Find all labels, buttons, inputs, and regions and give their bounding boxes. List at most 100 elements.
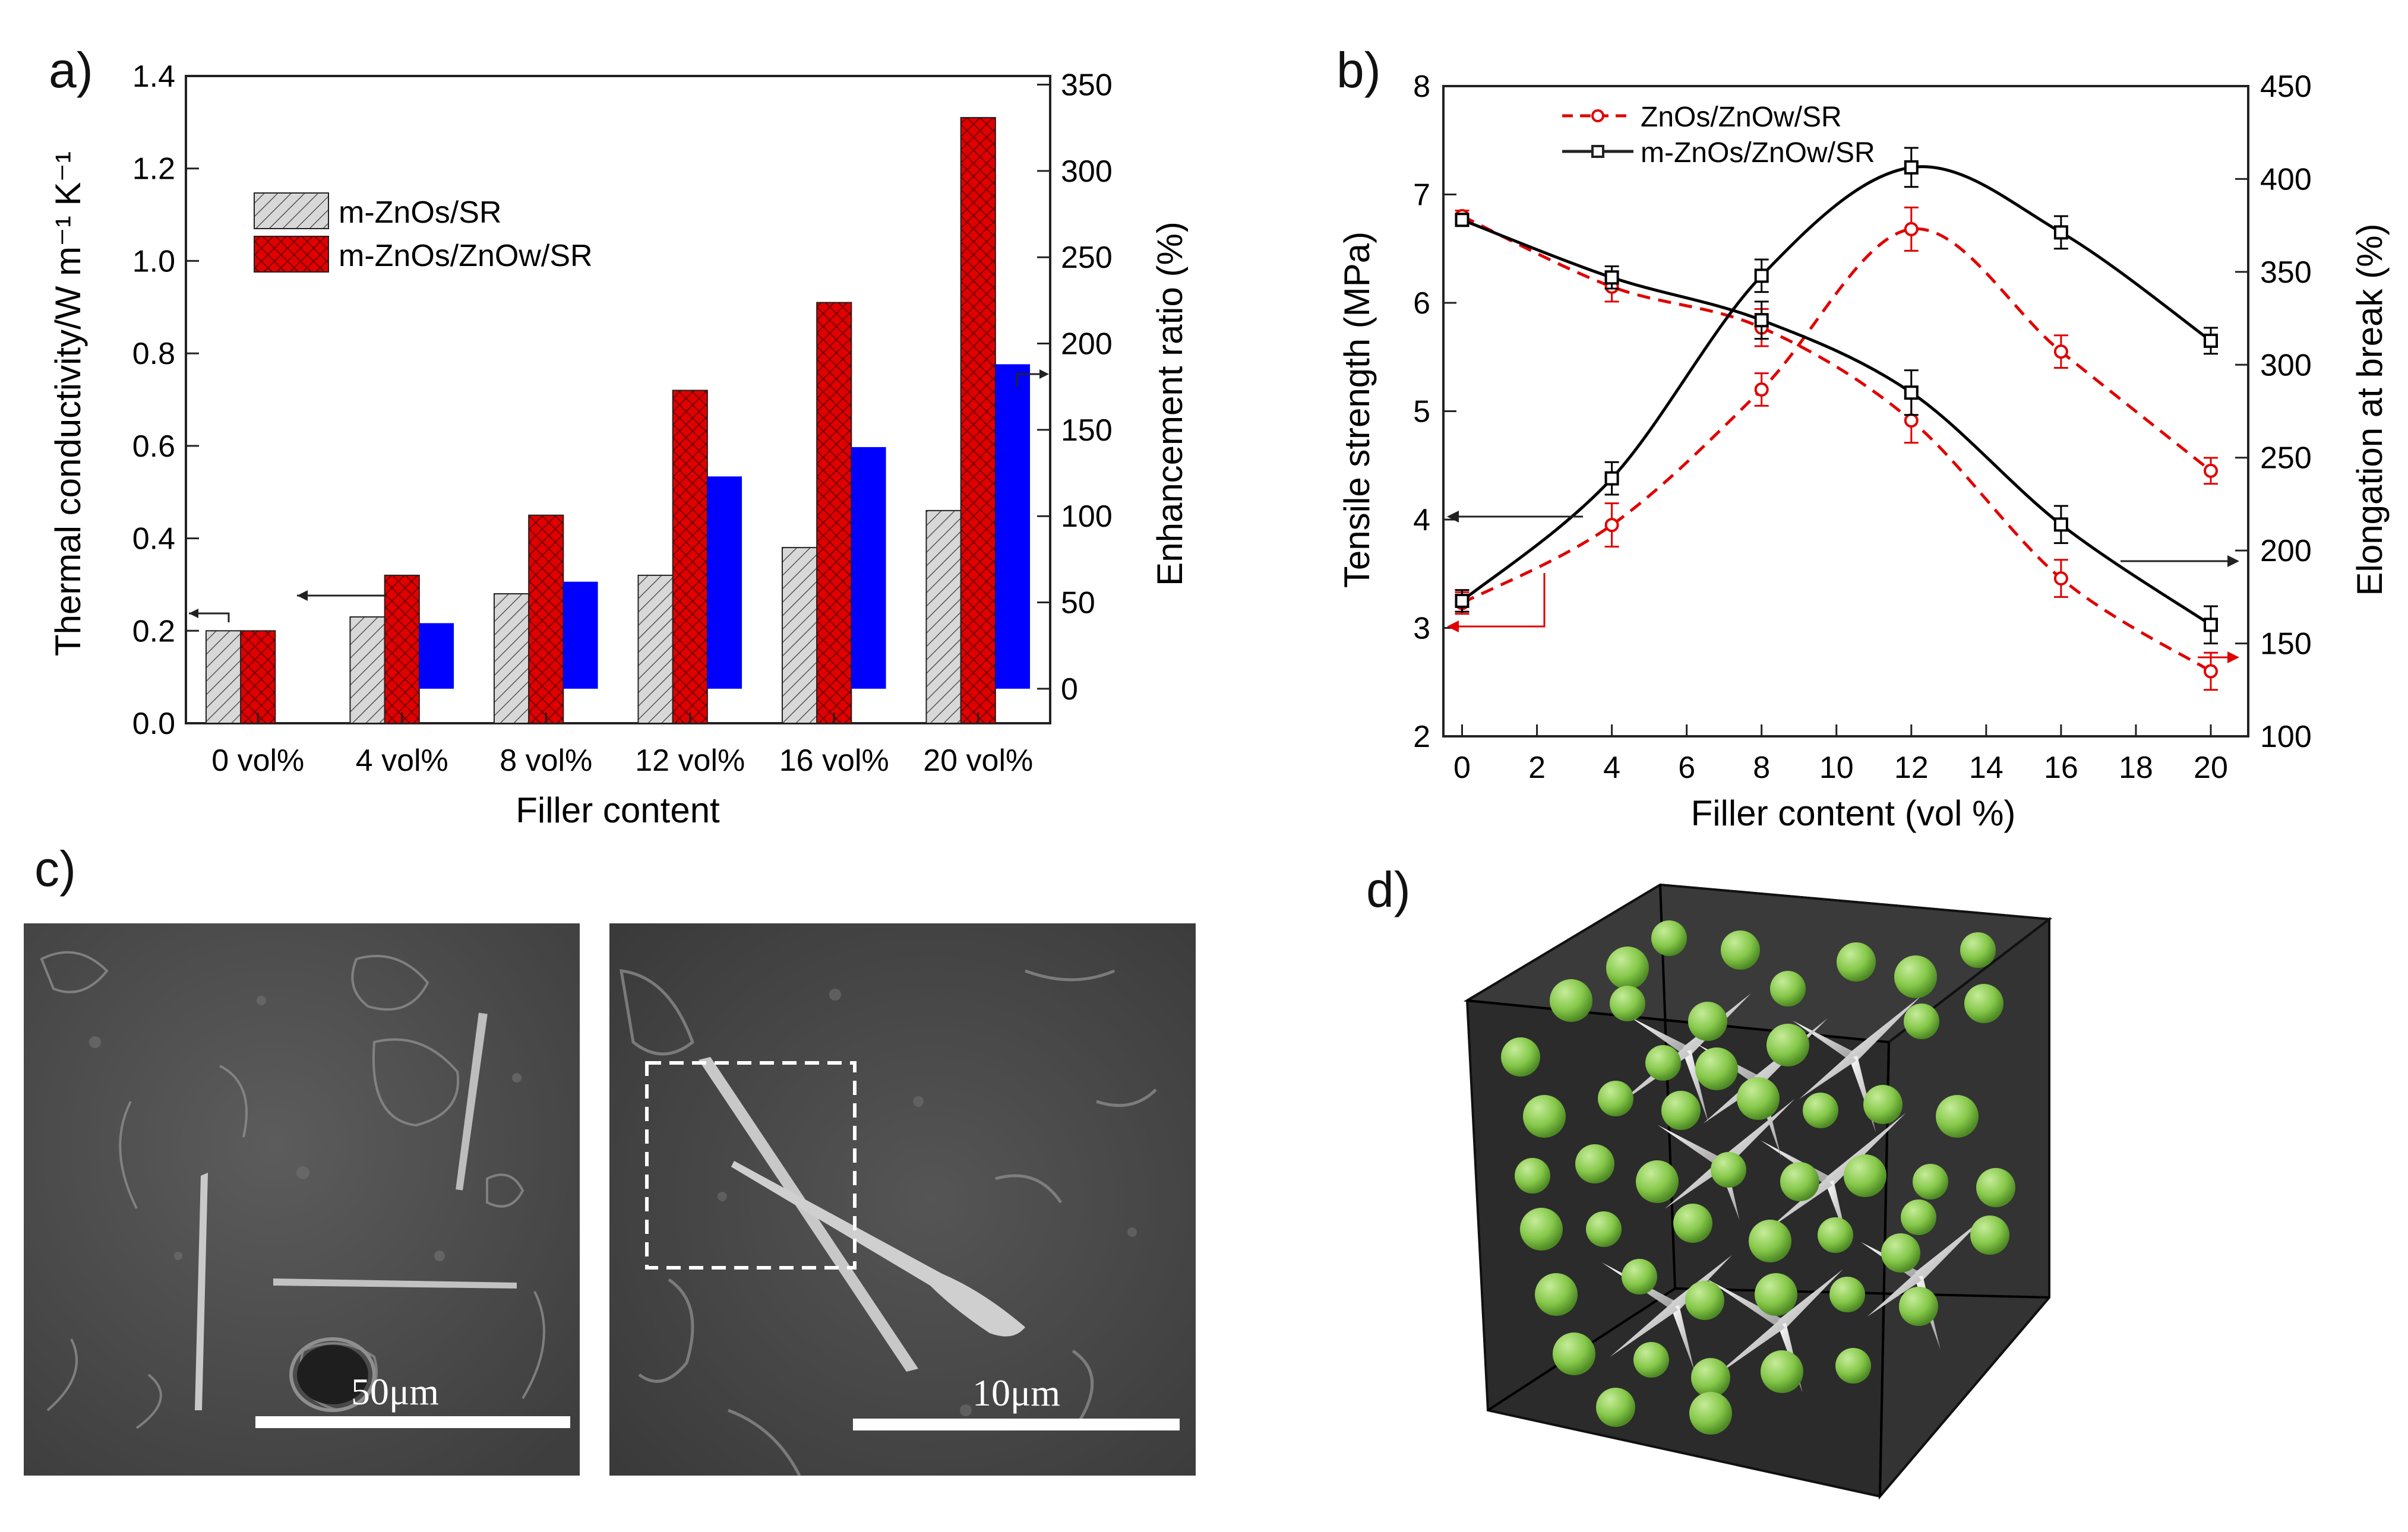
whisker-leg: [1705, 1278, 1785, 1328]
whisker-leg: [1712, 1320, 1785, 1378]
line-m-znos-znow-sr-tensile: [1461, 165, 2212, 602]
b-x-tick-label: 12: [1894, 751, 1929, 785]
legend-marker-m-znos-znow-sr: [1591, 145, 1604, 158]
b-y-tick-label: 6: [1413, 286, 1430, 321]
a-x-tick-label: 20 vol%: [923, 743, 1033, 778]
chart-a-thermal-conductivity: 0 vol% 4 vol% 8 vol% 12 vol% 16 vol% 20 vol% 0…: [48, 59, 1188, 830]
a-y2-tick-label: 350: [1061, 68, 1113, 103]
point-m-znos-znow-sr-elongation: [1604, 270, 1619, 285]
b-y-tick-label: 4: [1413, 503, 1430, 537]
bar-m-znos-znow-sr-5: [960, 117, 996, 724]
zno-sphere: [1964, 984, 2003, 1023]
whisker-leg: [1914, 1218, 1984, 1281]
arrow-right-axis: [1016, 373, 1045, 386]
zno-sphere: [1520, 1208, 1563, 1251]
chart-a-y2label: Enhancement ratio (%): [1150, 221, 1188, 586]
point-m-znos-znow-sr-tensile: [2203, 333, 2218, 348]
b-x-tick-label: 8: [1753, 751, 1770, 785]
b-x-tick-label: 4: [1603, 751, 1620, 785]
zno-sphere: [1818, 1217, 1853, 1253]
legend-label-znos-znow-sr: ZnOs/ZnOw/SR: [1641, 102, 1842, 133]
zno-sphere: [1803, 1093, 1838, 1128]
zno-sphere: [1661, 1091, 1701, 1130]
zno-sphere: [1761, 1350, 1803, 1393]
scale-bar-left: [255, 1416, 570, 1428]
point-m-znos-znow-sr-elongation: [1455, 213, 1470, 227]
b-y2-tick-label: 400: [2260, 162, 2312, 197]
zno-sphere: [1899, 1287, 1938, 1326]
zno-sphere: [1606, 947, 1649, 989]
chart-b-tensile-elongation: 0 2 4 6 8 10 12 14 16 18 2023456781001502002503003…: [1337, 69, 2390, 833]
legend-marker-znos-znow-sr: [1591, 109, 1604, 122]
whisker-leg: [1683, 1049, 1709, 1123]
a-x-tick-label: 16 vol%: [779, 743, 889, 778]
zno-sphere: [1770, 971, 1806, 1006]
b-y2-tick-label: 100: [2260, 720, 2312, 754]
a-y2-tick-label: 50: [1061, 586, 1095, 621]
zno-sphere: [1645, 1045, 1681, 1081]
zno-sphere: [1689, 1392, 1732, 1435]
zno-sphere: [1844, 1154, 1886, 1197]
zno-sphere: [1936, 1095, 1979, 1138]
whisker-leg: [1718, 1099, 1795, 1168]
zno-sphere: [1837, 942, 1876, 982]
a-x-tick-label: 4 vol%: [356, 743, 448, 778]
a-y-tick-label: 1.2: [132, 152, 175, 186]
zno-sphere: [1688, 1002, 1727, 1041]
zno-sphere: [1780, 1162, 1819, 1201]
zno-sphere: [1721, 930, 1760, 970]
zno-sphere: [1586, 1211, 1622, 1247]
zno-sphere: [1749, 1220, 1791, 1262]
bar-m-znos-sr-2: [493, 593, 530, 724]
a-y-tick-label: 0.2: [132, 614, 175, 648]
point-znos-znow-sr-tensile: [2053, 344, 2068, 359]
point-m-znos-znow-sr-elongation: [2203, 618, 2218, 632]
whisker-leg: [1867, 1273, 1922, 1317]
chart-b-xlabel: Filler content (vol %): [1691, 793, 2016, 833]
zno-sphere: [1755, 1273, 1797, 1316]
bar-enhancement-ratio-1: [419, 623, 454, 689]
arrow-left-axis-head-2: [297, 590, 308, 601]
whisker-leg: [1778, 1269, 1843, 1328]
legend-label-m-znos-sr: m-ZnOs/SR: [339, 195, 501, 230]
bar-m-znos-sr-4: [781, 547, 818, 724]
b-y-tick-label: 8: [1413, 69, 1430, 104]
bar-enhancement-ratio-3: [707, 476, 742, 689]
point-znos-znow-sr-tensile: [1754, 382, 1769, 397]
bar-enhancement-ratio-2: [563, 581, 598, 689]
chart-a-ylabel: Thermal conductivity/W m⁻¹ K⁻¹: [48, 151, 88, 656]
zno-sphere: [1976, 1168, 2015, 1207]
b-y2-tick-label: 350: [2260, 255, 2312, 290]
zno-sphere: [1711, 1152, 1746, 1188]
zno-sphere: [1835, 1348, 1871, 1384]
b-x-tick-label: 16: [2044, 751, 2078, 785]
zno-sphere: [1901, 1199, 1936, 1235]
a-y-tick-label: 0.6: [132, 429, 175, 464]
b-y2-tick-label: 150: [2260, 627, 2312, 661]
zno-sphere: [1636, 1160, 1679, 1203]
zno-sphere: [1695, 1047, 1738, 1090]
legend-swatch-m-znos-znow-sr: [254, 236, 329, 273]
panel-label-c: c): [34, 841, 76, 897]
b-arrow-red-left-head: [1447, 621, 1459, 632]
legend-swatch-m-znos-sr: [254, 192, 329, 229]
arrow-left-axis-head-1: [189, 609, 198, 618]
a-y-tick-label: 1.0: [132, 244, 175, 278]
zno-sphere: [1863, 1085, 1903, 1124]
bar-m-znos-znow-sr-2: [528, 514, 564, 724]
zno-sphere: [1535, 1273, 1578, 1316]
scale-label-left: 50μm: [351, 1370, 439, 1413]
b-y-tick-label: 3: [1413, 612, 1430, 646]
b-y2-tick-label: 200: [2260, 534, 2312, 568]
bar-m-znos-znow-sr-0: [240, 630, 276, 724]
b-x-tick-label: 20: [2194, 751, 2228, 785]
point-m-znos-znow-sr-elongation: [2053, 517, 2068, 532]
a-x-tick-label: 0 vol%: [211, 743, 304, 778]
b-y-tick-label: 2: [1413, 720, 1430, 754]
chart-a-plot-frame: [185, 75, 1051, 724]
line-znos-znow-sr-elongation: [1461, 214, 2212, 673]
point-m-znos-znow-sr-tensile: [1604, 471, 1619, 486]
zno-sphere: [1767, 1024, 1809, 1066]
point-znos-znow-sr-elongation: [2203, 664, 2218, 679]
b-x-tick-label: 2: [1528, 751, 1546, 785]
